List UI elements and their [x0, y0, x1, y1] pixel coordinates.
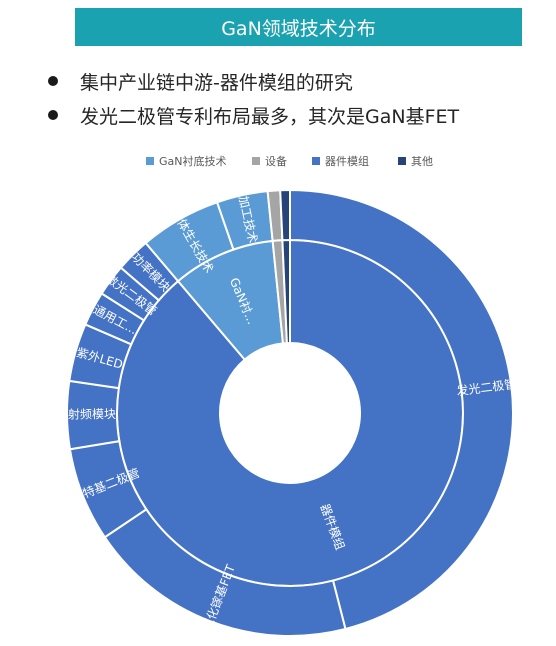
legend-label: 设备 [265, 154, 287, 168]
legend-entry: 器件模组 [312, 154, 369, 168]
legend-entry: GaN衬底技术 [146, 154, 227, 168]
outer-segment [289, 188, 514, 631]
outer-segment-label: 发光二极管 [456, 376, 517, 398]
bullet-item: 集中产业链中游-器件模组的研究 [48, 64, 548, 98]
chart-legend: GaN衬底技术 设备 器件模组 其他 [146, 154, 433, 168]
legend-label: 其他 [411, 155, 433, 168]
legend-swatch [252, 157, 260, 165]
banner-title: GaN领域技术分布 [221, 17, 376, 40]
outer-segment-label: 射频模块 [68, 406, 116, 421]
legend-swatch [146, 157, 154, 165]
legend-entry: 设备 [252, 154, 287, 168]
legend-label: 器件模组 [325, 154, 369, 168]
legend-swatch [312, 157, 320, 165]
outer-segment [279, 188, 291, 242]
bullet-text: 发光二极管专利布局最多，其次是GaN基FET [80, 105, 460, 128]
legend-label: GaN衬底技术 [159, 154, 227, 168]
title-banner: GaN领域技术分布 [75, 8, 522, 46]
bullet-text: 集中产业链中游-器件模组的研究 [80, 71, 353, 94]
bullet-item: 发光二极管专利布局最多，其次是GaN基FET [48, 98, 548, 132]
chart-rings [66, 188, 514, 637]
legend-entry: 其他 [398, 155, 433, 168]
bullet-list: 集中产业链中游-器件模组的研究 发光二极管专利布局最多，其次是GaN基FET [48, 64, 548, 132]
legend-swatch [398, 157, 406, 165]
bullet-dot-icon [48, 110, 58, 120]
bullet-dot-icon [48, 76, 58, 86]
